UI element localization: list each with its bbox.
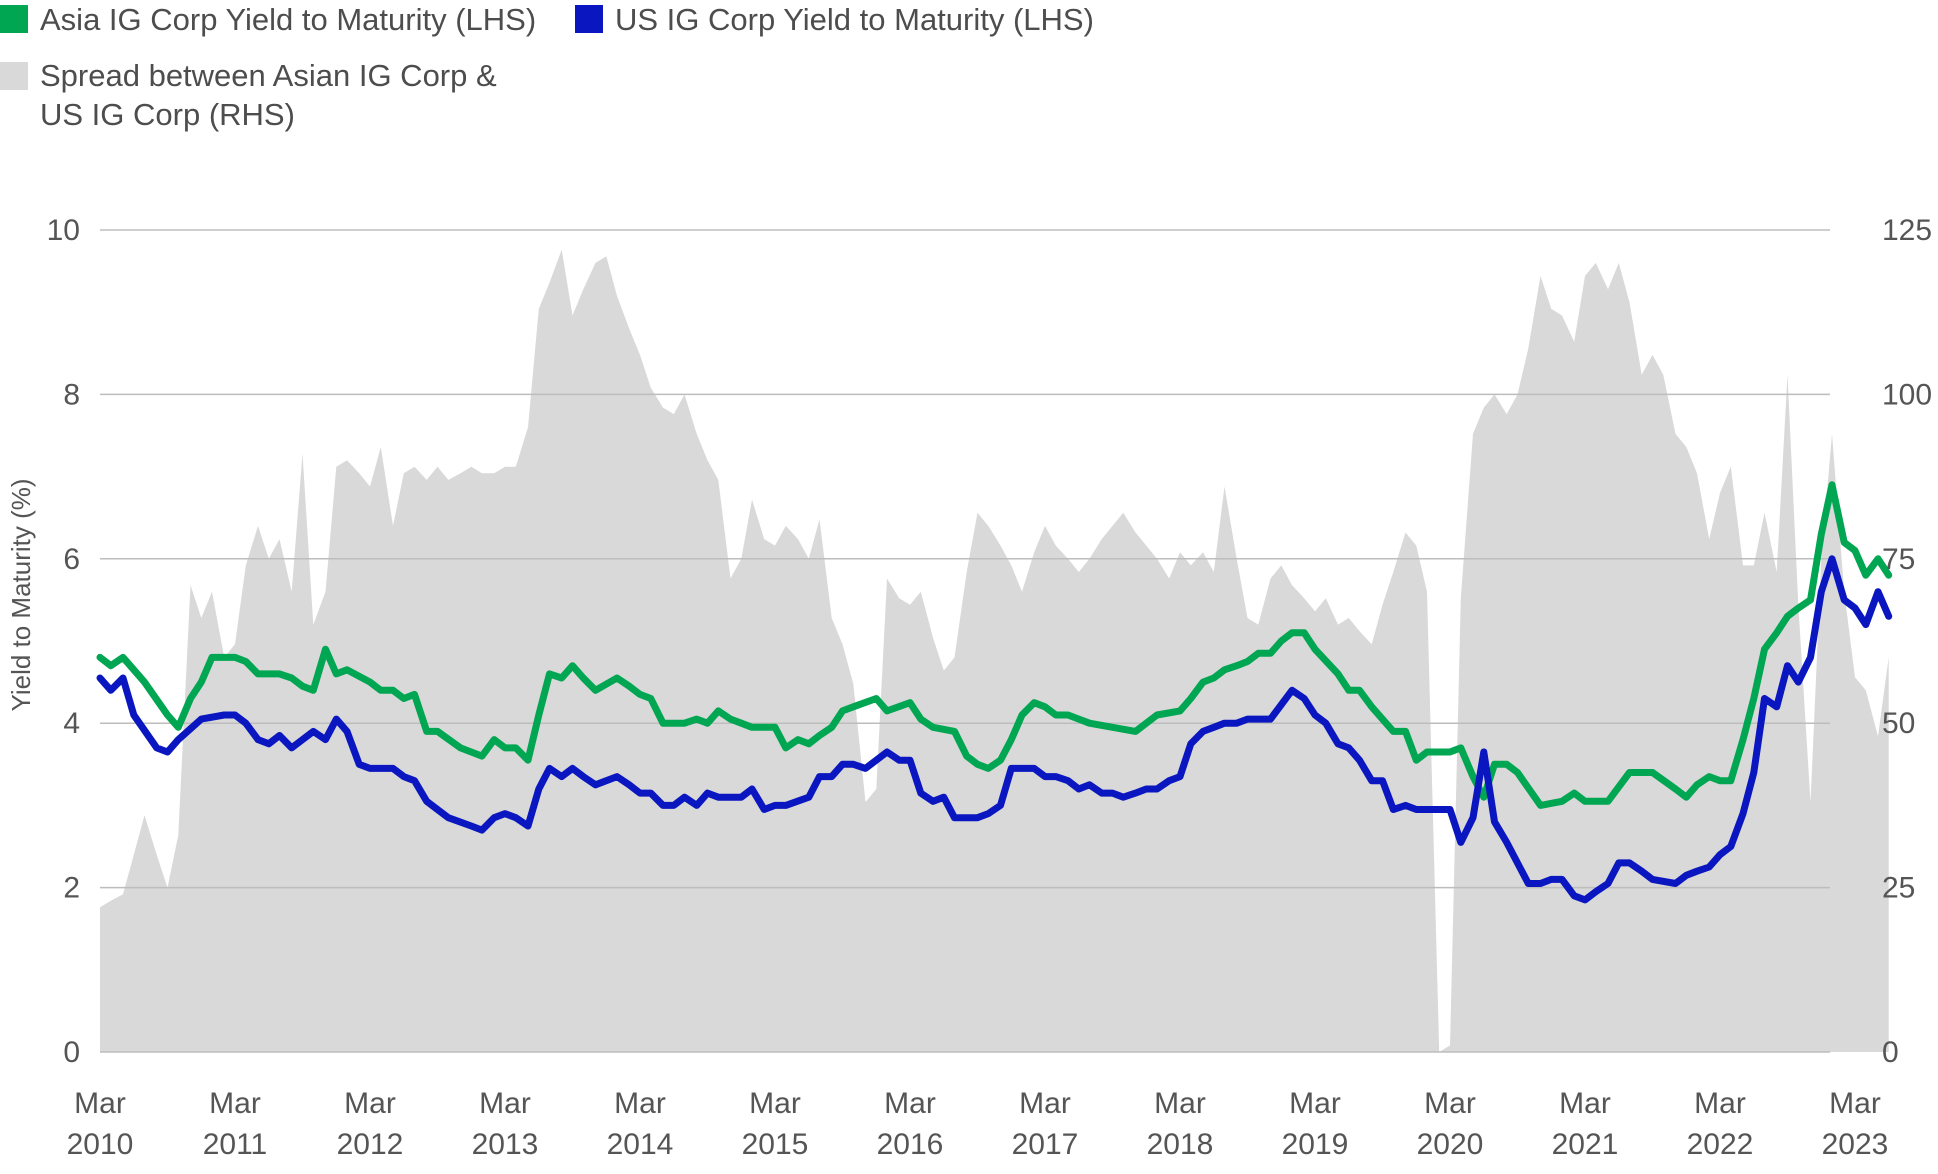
x-tick-label-year: 2015 [742, 1128, 809, 1161]
right-y-tick-label: 0 [1882, 1036, 1899, 1069]
x-tick-label-month: Mar [1154, 1087, 1206, 1120]
legend-item-spread[interactable]: Spread between Asian IG Corp & US IG Cor… [0, 56, 500, 134]
x-tick-label-month: Mar [74, 1087, 126, 1120]
left-y-tick-label: 4 [63, 707, 80, 740]
x-tick-label-month: Mar [1019, 1087, 1071, 1120]
x-tick-label-year: 2010 [67, 1128, 134, 1161]
x-tick-label-month: Mar [884, 1087, 936, 1120]
x-tick-label-year: 2023 [1822, 1128, 1889, 1161]
left-y-tick-label: 6 [63, 543, 80, 576]
legend-swatch-spread [0, 62, 28, 90]
asia-yield-line [96, 481, 1893, 809]
x-tick-label-year: 2011 [203, 1128, 268, 1161]
x-tick-label-year: 2020 [1417, 1128, 1484, 1161]
legend-swatch-us [575, 5, 603, 33]
left-y-axis: 0 2 4 6 8 10 [47, 214, 80, 1069]
yield-lines [96, 481, 1893, 904]
y-axis-title: Yield to Maturity (%) [6, 478, 36, 711]
right-y-axis: 0 25 50 75 100 125 [1882, 214, 1932, 1069]
x-tick-label-year: 2014 [607, 1128, 674, 1161]
legend-swatch-asia [0, 5, 28, 33]
x-tick-label-month: Mar [209, 1087, 261, 1120]
legend-item-asia[interactable]: Asia IG Corp Yield to Maturity (LHS) [0, 0, 536, 39]
x-tick-label-month: Mar [1829, 1087, 1881, 1120]
x-tick-label-year: 2017 [1012, 1128, 1079, 1161]
x-axis: Mar 2010 Mar 2011 Mar 2012 Mar 2013 Mar 2014 Mar 20… [67, 1087, 1889, 1161]
left-y-tick-label: 10 [47, 214, 80, 247]
x-tick-label-month: Mar [1289, 1087, 1341, 1120]
spread-area [100, 249, 1889, 1052]
legend-label-us: US IG Corp Yield to Maturity (LHS) [615, 2, 1094, 37]
right-y-tick-label: 125 [1882, 214, 1932, 247]
x-tick-label-year: 2012 [337, 1128, 404, 1161]
legend-item-us[interactable]: US IG Corp Yield to Maturity (LHS) [575, 0, 1094, 39]
legend-label-asia: Asia IG Corp Yield to Maturity (LHS) [40, 2, 537, 37]
x-tick-label-year: 2022 [1687, 1128, 1754, 1161]
x-tick-label-year: 2016 [877, 1128, 944, 1161]
legend-label-spread: Spread between Asian IG Corp & US IG Cor… [40, 58, 497, 132]
x-tick-label-month: Mar [1424, 1087, 1476, 1120]
x-tick-label-month: Mar [344, 1087, 396, 1120]
left-y-tick-label: 2 [63, 872, 80, 905]
spread-area-layer [100, 249, 1889, 1052]
right-y-tick-label: 25 [1882, 872, 1915, 905]
left-y-tick-label: 8 [63, 378, 80, 411]
gridlines [100, 229, 1830, 1053]
left-y-tick-label: 0 [63, 1036, 80, 1069]
right-y-tick-label: 50 [1882, 707, 1915, 740]
x-tick-label-month: Mar [479, 1087, 531, 1120]
x-tick-label-year: 2019 [1282, 1128, 1349, 1161]
x-tick-label-year: 2021 [1552, 1128, 1619, 1161]
x-tick-label-year: 2013 [472, 1128, 539, 1161]
x-tick-label-month: Mar [1694, 1087, 1746, 1120]
x-tick-label-year: 2018 [1147, 1128, 1214, 1161]
right-y-tick-label: 75 [1882, 543, 1915, 576]
right-y-tick-label: 100 [1882, 378, 1932, 411]
us-yield-line [96, 555, 1893, 904]
x-tick-label-month: Mar [749, 1087, 801, 1120]
x-tick-label-month: Mar [614, 1087, 666, 1120]
x-tick-label-month: Mar [1559, 1087, 1611, 1120]
